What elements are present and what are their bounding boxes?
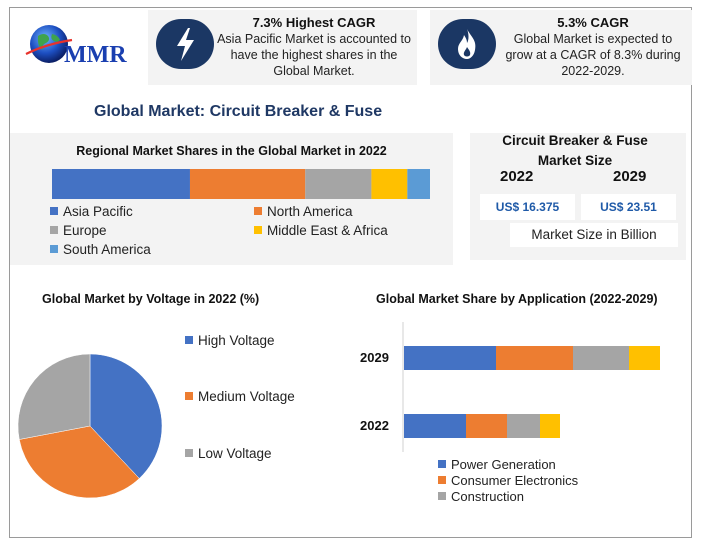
legend-swatch [50, 226, 58, 234]
infographic-frame [9, 7, 692, 538]
bar-segment-2022-consumer-electronics [466, 414, 507, 438]
legend-label: High Voltage [198, 333, 275, 348]
logo-text: MMR [64, 42, 127, 68]
info-card-2-text: 5.3% CAGR Global Market is expected to g… [498, 15, 688, 79]
info-card-1-line-1: Asia Pacific Market is accounted to [217, 32, 411, 46]
legend-consumer-electronics: Consumer Electronics [438, 473, 578, 488]
bar-segment-2022-construction [507, 414, 540, 438]
bar-segment-2029-power-generation [404, 346, 496, 370]
bar-segment-2029-consumer-electronics [496, 346, 573, 370]
legend-label: Medium Voltage [198, 389, 295, 404]
legend-low-voltage: Low Voltage [185, 446, 272, 461]
legend-label: Power Generation [451, 457, 556, 472]
legend-high-voltage: High Voltage [185, 333, 275, 348]
legend-construction: Construction [438, 489, 524, 504]
info-card-2-line-1: Global Market is expected to [513, 32, 673, 46]
year-2022: 2022 [500, 168, 534, 185]
info-card-2-icon-box [438, 19, 496, 69]
bar-segment-2022-power-generation [404, 414, 466, 438]
info-card-2-line-2: grow at a CAGR of 8.3% during [505, 48, 681, 62]
info-card-1-line-2: have the highest shares in the [230, 48, 398, 62]
legend-label: North America [267, 204, 353, 219]
legend-middle-east-africa: Middle East & Africa [254, 223, 388, 238]
market-value-2022: US$ 16.375 [480, 194, 575, 220]
legend-north-america: North America [254, 204, 353, 219]
info-card-1-title: 7.3% Highest CAGR [252, 15, 376, 30]
bar-segment-middle-east-africa [371, 169, 408, 199]
legend-swatch [438, 460, 446, 468]
legend-swatch [438, 476, 446, 484]
legend-europe: Europe [50, 223, 107, 238]
legend-asia-pacific: Asia Pacific [50, 204, 133, 219]
pie-slice-medium-voltage [18, 425, 140, 499]
globe-logo-icon [25, 25, 73, 63]
voltage-chart-title: Global Market by Voltage in 2022 (%) [42, 292, 260, 306]
flame-icon [458, 29, 476, 59]
year-2029: 2029 [613, 168, 647, 185]
info-card-2-title: 5.3% CAGR [557, 15, 629, 30]
info-card-1-icon-box [156, 19, 214, 69]
legend-label: Asia Pacific [63, 204, 133, 219]
legend-swatch [438, 492, 446, 500]
market-size-title-line-2: Market Size [537, 153, 613, 168]
bar-segment-2022-segment [540, 414, 560, 438]
category-label-2029: 2029 [360, 350, 389, 365]
pie-slice-low-voltage [17, 353, 91, 440]
bar-segment-2029-segment [629, 346, 660, 370]
legend-power-generation: Power Generation [438, 457, 556, 472]
pie-slice-high-voltage [89, 353, 163, 479]
bar-segment-europe [305, 169, 372, 199]
application-chart-title: Global Market Share by Application (2022… [376, 292, 658, 306]
market-size-title-line-1: Circuit Breaker & Fuse [502, 133, 648, 148]
legend-label: Consumer Electronics [451, 473, 579, 488]
legend-swatch [185, 449, 193, 457]
bar-segment-north-america [189, 169, 306, 199]
legend-label: Middle East & Africa [267, 223, 388, 238]
legend-label: Europe [63, 223, 107, 238]
legend-south-america: South America [50, 242, 151, 257]
legend-swatch [50, 207, 58, 215]
regional-chart-title: Regional Market Shares in the Global Mar… [76, 144, 387, 158]
legend-swatch [254, 207, 262, 215]
legend-swatch [185, 392, 193, 400]
main-title: Global Market: Circuit Breaker & Fuse [94, 103, 383, 120]
bar-segment-south-america [407, 169, 430, 199]
info-card-1-text: 7.3% Highest CAGR Asia Pacific Market is… [214, 15, 414, 79]
bar-segment-asia-pacific [52, 169, 190, 199]
market-size-title: Circuit Breaker & Fuse Market Size [480, 131, 670, 171]
market-size-unit: Market Size in Billion [510, 223, 678, 247]
info-card-1-line-3: Global Market. [273, 64, 355, 78]
market-value-2029: US$ 23.51 [581, 194, 676, 220]
legend-label: Low Voltage [198, 446, 272, 461]
bar-segment-2029-construction [573, 346, 629, 370]
legend-swatch [254, 226, 262, 234]
legend-label: South America [63, 242, 151, 257]
legend-swatch [185, 336, 193, 344]
info-card-2-line-3: 2022-2029. [561, 64, 625, 78]
lightning-icon [177, 28, 194, 61]
legend-swatch [50, 245, 58, 253]
legend-label: Construction [451, 489, 524, 504]
legend-medium-voltage: Medium Voltage [185, 389, 295, 404]
category-label-2022: 2022 [360, 418, 389, 433]
